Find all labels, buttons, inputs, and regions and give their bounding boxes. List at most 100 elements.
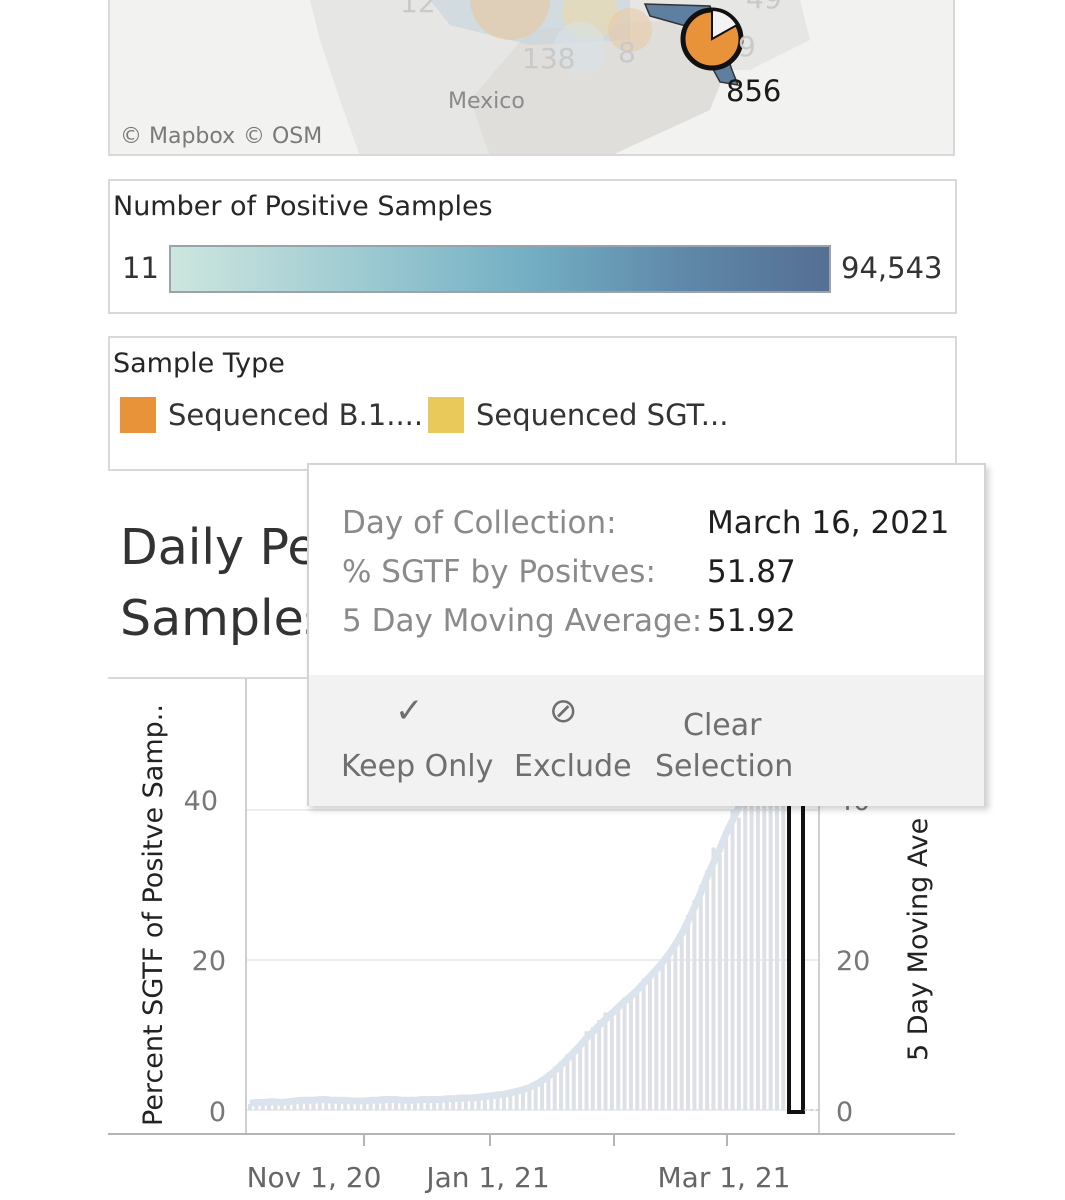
chart-bar[interactable] (387, 1100, 392, 1110)
chart-bar[interactable] (724, 832, 729, 1111)
chart-bar[interactable] (717, 855, 722, 1110)
chart-bar[interactable] (451, 1099, 456, 1111)
chart-bar[interactable] (273, 1101, 278, 1110)
chart-bar[interactable] (444, 1098, 449, 1110)
chart-bar[interactable] (298, 1098, 303, 1110)
chart-bar[interactable] (762, 772, 767, 1111)
chart-bar[interactable] (603, 1012, 608, 1111)
chart-bar[interactable] (641, 978, 646, 1110)
chart-bar[interactable] (686, 915, 691, 1110)
chart-bar[interactable] (330, 1100, 335, 1110)
moving-average-line[interactable] (249, 718, 799, 1107)
chart-bar[interactable] (692, 900, 697, 1110)
chart-bar[interactable] (349, 1101, 354, 1110)
chart-bar[interactable] (622, 997, 627, 1111)
clear-selection-button[interactable]: Clear Selection (651, 675, 801, 806)
legend-item-sgtf[interactable]: Sequenced SGT... (476, 398, 729, 432)
chart-bar[interactable] (743, 795, 748, 1110)
chart-bar[interactable] (565, 1053, 570, 1110)
mapbox-attribution[interactable]: © Mapbox (120, 124, 235, 149)
chart-bar[interactable] (324, 1098, 329, 1110)
chart-bar[interactable] (406, 1101, 411, 1110)
chart-bar[interactable] (463, 1098, 468, 1110)
chart-bar[interactable] (533, 1081, 538, 1111)
chart-bar[interactable] (489, 1096, 494, 1111)
keep-only-button[interactable]: ✓ Keep Only (329, 675, 493, 806)
chart-bar[interactable] (590, 1027, 595, 1111)
chart-bar[interactable] (476, 1096, 481, 1111)
legend-item-b117[interactable]: Sequenced B.1.... (168, 398, 424, 432)
exclude-button[interactable]: ⊘ Exclude (504, 675, 634, 806)
sgtf-color-swatch[interactable] (428, 397, 464, 433)
chart-bar[interactable] (527, 1086, 532, 1110)
chart-bar[interactable] (571, 1048, 576, 1111)
chart-bar[interactable] (374, 1098, 379, 1110)
chart-bar[interactable] (730, 810, 735, 1110)
chart-bar[interactable] (343, 1099, 348, 1111)
chart-bar[interactable] (660, 960, 665, 1110)
chart-bar[interactable] (647, 975, 652, 1110)
chart-bar[interactable] (597, 1020, 602, 1110)
map-canvas[interactable]: 12 138 8 49 9 856 Mexico © Mapbox © OSM (110, 0, 955, 156)
chart-bar[interactable] (260, 1103, 265, 1110)
chart-bar[interactable] (781, 742, 786, 1111)
chart-bar[interactable] (628, 993, 633, 1110)
b117-color-swatch[interactable] (120, 397, 156, 433)
chart-bar[interactable] (546, 1072, 551, 1111)
chart-bar[interactable] (362, 1100, 367, 1110)
chart-bar[interactable] (381, 1099, 386, 1111)
chart-bar[interactable] (432, 1101, 437, 1110)
chart-bar[interactable] (508, 1092, 513, 1110)
chart-bar[interactable] (749, 780, 754, 1110)
chart-bar[interactable] (521, 1089, 525, 1110)
chart-bar[interactable] (419, 1098, 424, 1110)
osm-attribution[interactable]: © OSM (243, 124, 322, 149)
chart-bar[interactable] (559, 1061, 564, 1110)
chart-bar[interactable] (616, 1005, 621, 1110)
chart-bar[interactable] (394, 1098, 399, 1110)
chart-bar[interactable] (540, 1078, 545, 1111)
chart-bar[interactable] (578, 1042, 583, 1111)
chart-bar[interactable] (774, 750, 779, 1110)
chart-bar[interactable] (679, 930, 684, 1110)
chart-bar[interactable] (552, 1066, 557, 1111)
chart-bar[interactable] (425, 1100, 430, 1110)
chart-bar[interactable] (355, 1102, 360, 1111)
chart-bar[interactable] (501, 1094, 506, 1110)
chart-bar[interactable] (400, 1101, 405, 1110)
chart-bar[interactable] (495, 1093, 500, 1111)
chart-bar[interactable] (368, 1101, 373, 1110)
chart-bar[interactable] (705, 870, 710, 1110)
chart-bar[interactable] (248, 1104, 252, 1110)
chart-bar[interactable] (438, 1098, 443, 1110)
chart-bar[interactable] (286, 1103, 291, 1110)
y-axis-label-left: Percent SGTF of Positve Samp.. (138, 704, 169, 1126)
chart-bar[interactable] (609, 1016, 614, 1110)
chart-bar[interactable] (292, 1100, 297, 1110)
map-panel[interactable]: 12 138 8 49 9 856 Mexico © Mapbox © OSM (108, 0, 955, 156)
chart-bar[interactable] (413, 1099, 418, 1111)
chart-bar[interactable] (667, 952, 672, 1111)
chart-bar[interactable] (279, 1102, 284, 1111)
chart-bar[interactable] (698, 885, 703, 1110)
florida-pie-marker[interactable] (680, 7, 744, 71)
chart-bar[interactable] (336, 1101, 341, 1110)
chart-bar[interactable] (267, 1101, 272, 1110)
chart-bar[interactable] (514, 1090, 519, 1111)
chart-bar[interactable] (768, 757, 773, 1111)
chart-bar[interactable] (673, 941, 678, 1110)
chart-bar[interactable] (317, 1099, 322, 1111)
chart-bar[interactable] (470, 1098, 475, 1110)
chart-bar[interactable] (482, 1095, 487, 1110)
chart-bar[interactable] (755, 765, 760, 1110)
chart-bar[interactable] (457, 1097, 462, 1110)
chart-bar[interactable] (635, 990, 640, 1110)
chart-bar[interactable] (654, 967, 659, 1111)
chart-bar[interactable] (736, 817, 741, 1111)
chart-bar[interactable] (254, 1102, 259, 1111)
chart-bar[interactable] (711, 847, 716, 1111)
chart-bar[interactable] (305, 1101, 310, 1110)
chart-bar[interactable] (311, 1101, 316, 1110)
chart-bar[interactable] (584, 1031, 589, 1110)
